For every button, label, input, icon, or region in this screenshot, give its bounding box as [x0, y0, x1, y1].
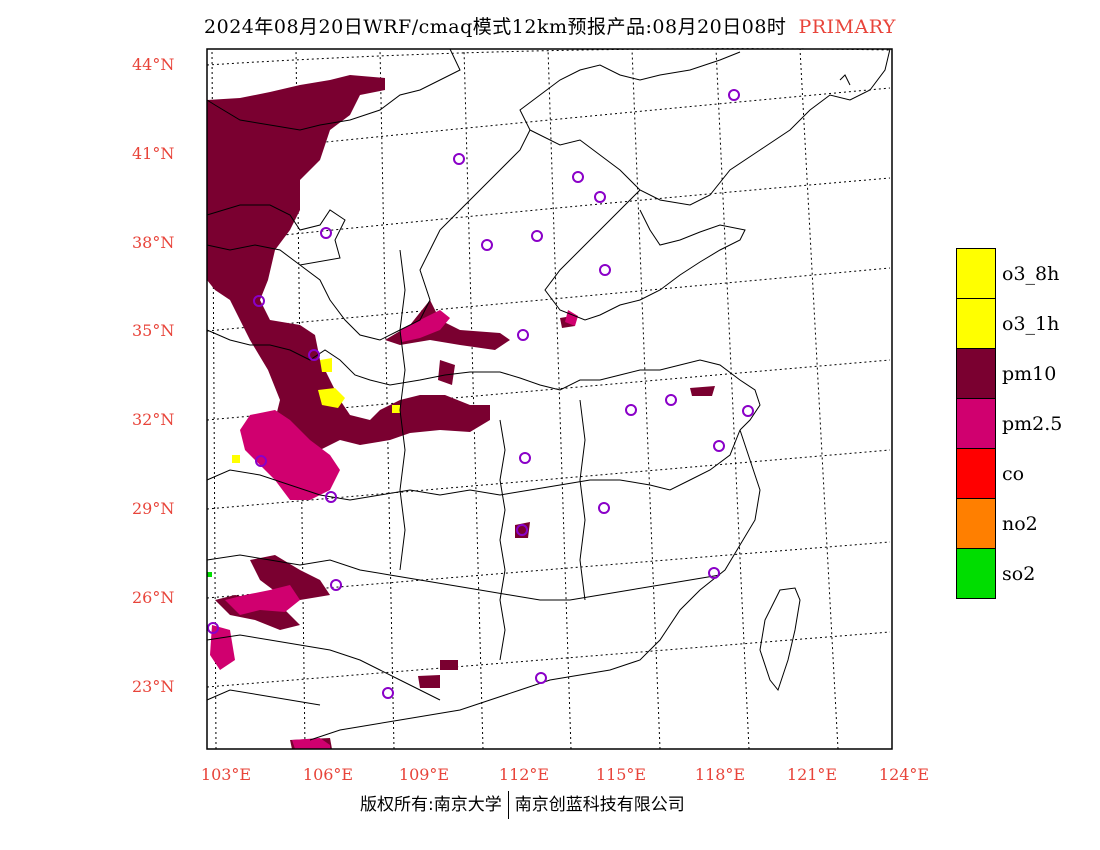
pm10-west-band [207, 75, 490, 455]
lat-line-44 [206, 48, 891, 66]
border-shandong [544, 189, 746, 321]
lat-label-35: 35°N [132, 321, 175, 340]
lat-label-29: 29°N [132, 499, 175, 518]
legend-label-co: co [1002, 463, 1025, 485]
lon-line-112 [463, 48, 484, 750]
lon-line-121 [715, 48, 750, 750]
footer-separator [507, 791, 509, 819]
border-coast [309, 429, 761, 741]
lon-label-103: 103°E [200, 765, 252, 784]
lon-label-115: 115°E [595, 765, 647, 784]
lat-line-29 [206, 449, 891, 510]
title-primary-tag: PRIMARY [798, 16, 896, 38]
boundaries [206, 48, 891, 741]
so2-patch [207, 572, 212, 577]
border-northeast [529, 48, 891, 206]
legend-item-o3-1h: o3_1h [956, 298, 1059, 348]
legend-swatch-no2 [956, 498, 996, 548]
lat-label-23: 23°N [132, 677, 175, 696]
legend-swatch-so2 [956, 548, 996, 599]
pollutant-legend: o3_8h o3_1h pm10 pm2.5 co no2 so2 [956, 248, 1062, 599]
lat-label-26: 26°N [132, 588, 175, 607]
border-yangtze [206, 429, 741, 501]
lon-line-115 [547, 48, 572, 750]
legend-label-o3-8h: o3_8h [1002, 263, 1060, 285]
taiwan-outline [759, 587, 801, 692]
copyright-right: 南京创蓝科技有限公司 [514, 795, 685, 815]
station-markers [207, 89, 754, 699]
legend-swatch-o3-8h [956, 248, 996, 298]
pm10-patch [438, 360, 455, 385]
pm25-yunnan [225, 585, 300, 615]
legend-item-so2: so2 [956, 548, 1035, 599]
pm10-south-2 [250, 555, 330, 600]
lat-label-41: 41°N [132, 144, 175, 163]
pm10-east [690, 386, 715, 396]
legend-item-pm10: pm10 [956, 348, 1056, 398]
legend-label-so2: so2 [1002, 563, 1036, 585]
legend-label-pm10: pm10 [1002, 363, 1057, 385]
lat-label-38: 38°N [132, 233, 175, 252]
map-title: 2024年08月20日WRF/cmaq模式12km预报产品:08月20日08时 P… [0, 12, 1100, 39]
border-southwest [206, 634, 441, 701]
legend-label-o3-1h: o3_1h [1002, 313, 1060, 335]
border-vertical-east [579, 399, 586, 601]
title-main: 2024年08月20日WRF/cmaq模式12km预报产品:08月20日08时 [204, 16, 787, 38]
legend-swatch-co [956, 448, 996, 498]
lon-label-121: 121°E [786, 765, 838, 784]
border-central [206, 329, 761, 431]
legend-item-o3-8h: o3_8h [956, 248, 1059, 298]
legend-swatch-pm10 [956, 348, 996, 398]
legend-label-pm25: pm2.5 [1002, 413, 1063, 435]
lon-label-118: 118°E [694, 765, 746, 784]
lon-line-118 [631, 48, 661, 750]
lon-label-124: 124°E [878, 765, 930, 784]
border-bottom [206, 689, 321, 706]
legend-item-pm25: pm2.5 [956, 398, 1062, 448]
lon-label-106: 106°E [302, 765, 354, 784]
lat-line-23 [206, 631, 891, 688]
map-frame [206, 48, 893, 750]
legend-item-co: co [956, 448, 1024, 498]
lon-line-124 [799, 48, 839, 750]
legend-swatch-o3-1h [956, 298, 996, 348]
border-gansu [206, 204, 346, 266]
lat-line-35 [206, 267, 891, 332]
legend-label-no2: no2 [1002, 513, 1038, 535]
lat-label-32: 32°N [132, 410, 175, 429]
lon-label-109: 109°E [398, 765, 450, 784]
lat-line-38 [206, 177, 891, 244]
o3-areas [232, 358, 400, 463]
legend-swatch-pm25 [956, 398, 996, 448]
lon-label-112: 112°E [498, 765, 550, 784]
o3-patch-1 [318, 388, 345, 408]
legend-item-no2: no2 [956, 498, 1038, 548]
lon-line-109 [379, 48, 395, 750]
lat-label-44: 44°N [132, 55, 175, 74]
copyright-left: 版权所有:南京大学 [360, 795, 502, 815]
border-vertical-central [499, 419, 506, 661]
border-south-central [206, 554, 721, 601]
border-ningxia [299, 264, 381, 341]
border-north [206, 48, 461, 131]
pm25-shaanxi [400, 310, 450, 342]
border-vertical-west [399, 249, 406, 571]
pm25-sichuan [240, 410, 340, 500]
copyright-footer: 版权所有:南京大学 南京创蓝科技有限公司 [360, 790, 685, 819]
